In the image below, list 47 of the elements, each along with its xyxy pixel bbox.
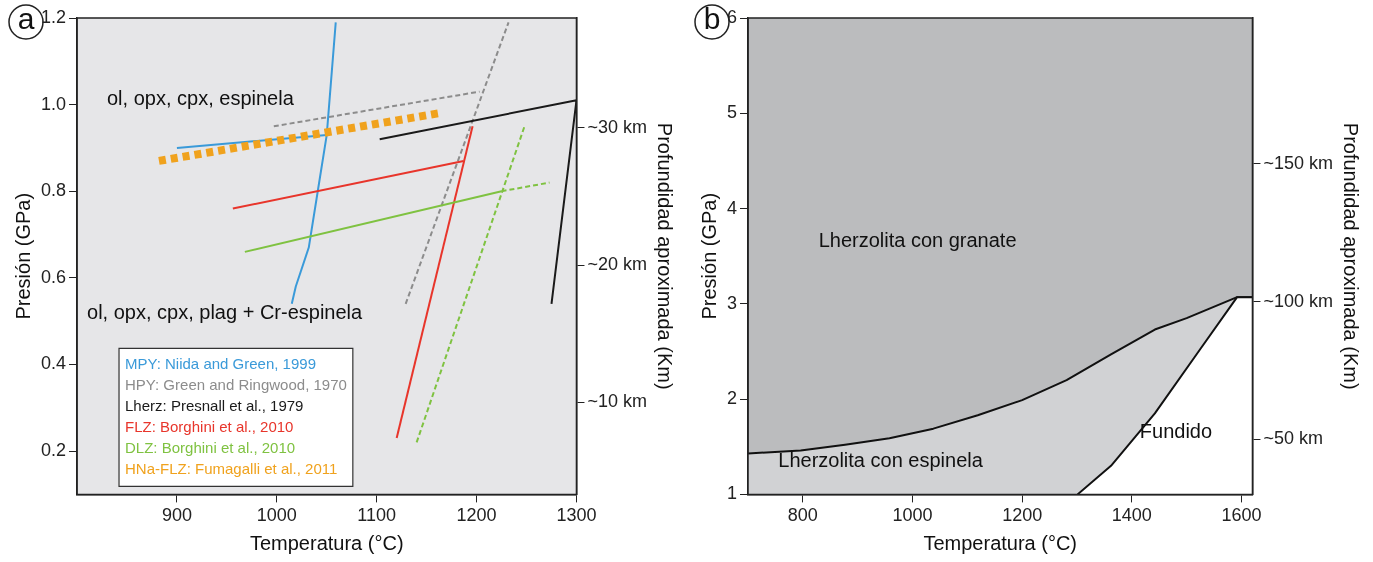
x-tick-label: 1100 (357, 505, 397, 526)
y2-tick-label: ~30 km (587, 116, 647, 137)
y-tick-label: 0.4 (40, 353, 67, 374)
text: Lherz: Presnall et al., 1979 (125, 397, 304, 415)
y2-tick-label: ~20 km (587, 254, 647, 275)
y-tick-label: 1 (727, 483, 738, 504)
y2-axis-title: Profundidad aproximada (Km) (654, 122, 677, 390)
y-tick-label: 0.2 (40, 440, 67, 461)
y-tick-label: 3 (727, 292, 738, 313)
x-tick-label: 1000 (256, 505, 297, 526)
x-tick-label: 1200 (1002, 505, 1043, 526)
annotation: Lherzolita con granate (818, 229, 1017, 252)
x-tick-label: 800 (787, 505, 818, 526)
x-tick-label: 900 (161, 505, 192, 526)
text: MPY: Niida and Green, 1999 (125, 355, 316, 373)
text: HPY: Green and Ringwood, 1970 (125, 376, 347, 394)
y-axis-title: Presión (GPa) (697, 192, 720, 320)
x-axis-title: Temperatura (°C) (923, 531, 1078, 554)
annotation: ol, opx, cpx, plag + Cr-espinela (87, 300, 364, 323)
annotation: Fundido (1139, 419, 1213, 442)
y-tick-label: 6 (727, 6, 738, 27)
y-tick-label: 4 (727, 197, 738, 218)
x-axis-title: Temperatura (°C) (249, 531, 404, 554)
y-tick-label: 1.2 (40, 6, 67, 27)
y-axis-title: Presión (GPa) (11, 192, 34, 320)
annotation: Lherzolita con espinela (778, 448, 984, 471)
y-tick-label: 2 (727, 388, 738, 409)
x-tick-label: 1300 (556, 505, 597, 526)
text: DLZ: Borghini et al., 2010 (125, 439, 296, 457)
annotation: ol, opx, cpx, espinela (106, 86, 295, 109)
x-tick-label: 1600 (1221, 505, 1262, 526)
y2-axis-title: Profundidad aproximada (Km) (1340, 122, 1363, 390)
x-tick-label: 1400 (1111, 505, 1152, 526)
chart-title: b (703, 2, 721, 36)
y-tick-label: 0.8 (40, 180, 67, 201)
y2-tick-label: ~50 km (1263, 428, 1323, 449)
chart-title: a (17, 2, 35, 36)
y2-tick-label: ~10 km (587, 391, 647, 412)
y2-tick-label: ~150 km (1263, 152, 1334, 173)
text: HNa-FLZ: Fumagalli et al., 2011 (125, 460, 338, 478)
x-tick-label: 1200 (456, 505, 497, 526)
y-tick-label: 1.0 (40, 93, 67, 114)
text: FLZ: Borghini et al., 2010 (125, 418, 294, 436)
y-tick-label: 0.6 (40, 266, 67, 287)
y-tick-label: 5 (727, 102, 738, 123)
y2-tick-label: ~100 km (1263, 290, 1334, 311)
x-tick-label: 1000 (892, 505, 933, 526)
